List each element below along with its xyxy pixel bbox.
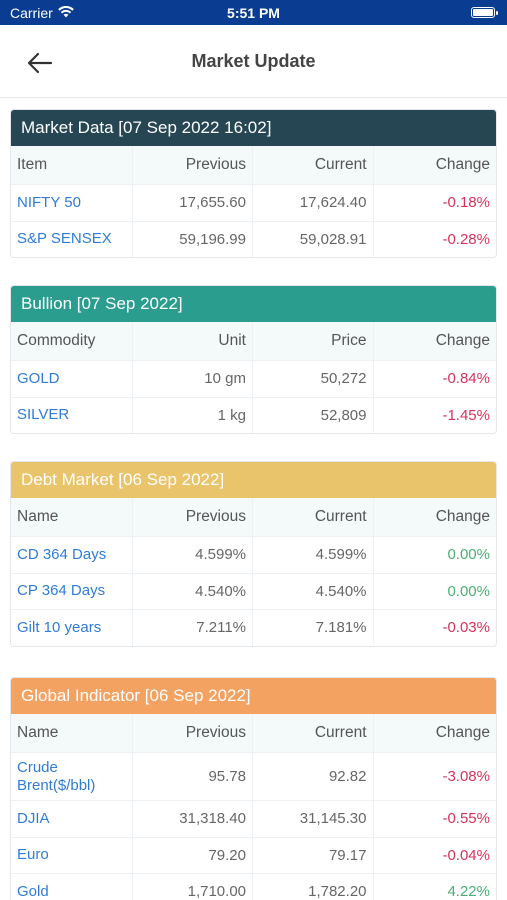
current-value: 1,782.20	[253, 874, 374, 900]
current-value: 59,028.91	[253, 221, 374, 257]
debt-market-title: Debt Market [06 Sep 2022]	[11, 462, 496, 498]
column-header: Commodity	[11, 322, 133, 360]
previous-value: 7.211%	[133, 610, 253, 646]
page-title: Market Update	[191, 50, 316, 71]
previous-value: 31,318.40	[133, 801, 253, 837]
back-button[interactable]	[26, 49, 54, 77]
table-row[interactable]: CP 364 Days 4.540% 4.540% 0.00%	[11, 572, 496, 609]
current-value: 7.181%	[253, 610, 374, 646]
current-value: 4.599%	[253, 537, 374, 573]
column-header: Price	[253, 322, 374, 360]
item-link[interactable]: Euro	[11, 837, 133, 873]
back-arrow-icon	[27, 52, 53, 74]
current-value: 92.82	[253, 753, 374, 800]
item-link[interactable]: CP 364 Days	[11, 573, 133, 609]
change-value: -0.28%	[442, 230, 490, 248]
table-row[interactable]: Gold 1,710.00 1,782.20 4.22%	[11, 873, 496, 900]
global-indicator-card: Global Indicator [06 Sep 2022] Name Prev…	[10, 677, 497, 900]
debt-market-card: Debt Market [06 Sep 2022] Name Previous …	[10, 461, 497, 647]
battery-icon	[471, 7, 498, 18]
market-data-card: Market Data [07 Sep 2022 16:02] Item Pre…	[10, 109, 497, 258]
item-link[interactable]: Gilt 10 years	[11, 610, 133, 646]
price-value: 52,809	[253, 397, 374, 433]
table-row[interactable]: DJIA 31,318.40 31,145.30 -0.55%	[11, 800, 496, 837]
table-row[interactable]: Crude Brent($/bbl) 95.78 92.82 -3.08%	[11, 752, 496, 800]
bullion-title: Bullion [07 Sep 2022]	[11, 286, 496, 322]
table-row[interactable]: S&P SENSEX 59,196.99 59,028.91 -0.28%	[11, 220, 496, 257]
column-header: Current	[253, 146, 374, 184]
table-header: Item Previous Current Change	[11, 146, 496, 184]
table-row[interactable]: NIFTY 50 17,655.60 17,624.40 -0.18%	[11, 184, 496, 221]
unit-value: 10 gm	[133, 361, 253, 397]
column-header: Change	[435, 508, 490, 525]
previous-value: 95.78	[133, 753, 253, 800]
table-row[interactable]: SILVER 1 kg 52,809 -1.45%	[11, 396, 496, 433]
current-value: 79.17	[253, 837, 374, 873]
change-value: -0.84%	[442, 370, 490, 388]
previous-value: 4.540%	[133, 573, 253, 609]
item-link[interactable]: S&P SENSEX	[11, 221, 133, 257]
table-header: Name Previous Current Change	[11, 498, 496, 536]
column-header: Change	[435, 724, 490, 741]
previous-value: 79.20	[133, 837, 253, 873]
wifi-icon	[57, 5, 74, 21]
previous-value: 59,196.99	[133, 221, 253, 257]
table-row[interactable]: Gilt 10 years 7.211% 7.181% -0.03%	[11, 609, 496, 646]
column-header: Previous	[133, 714, 253, 752]
column-header: Item	[11, 146, 133, 184]
item-link[interactable]: GOLD	[11, 361, 133, 397]
change-value: -1.45%	[442, 406, 490, 424]
app-header: Market Update	[0, 25, 507, 98]
column-header: Change	[435, 332, 490, 349]
column-header: Current	[253, 498, 374, 536]
column-header: Current	[253, 714, 374, 752]
carrier-label: Carrier	[10, 4, 53, 21]
status-left: Carrier	[10, 5, 74, 21]
column-header: Previous	[133, 146, 253, 184]
current-value: 17,624.40	[253, 185, 374, 221]
item-link[interactable]: Crude Brent($/bbl)	[11, 753, 133, 800]
item-link[interactable]: Gold	[11, 874, 133, 900]
item-link[interactable]: SILVER	[11, 397, 133, 433]
change-value: -0.55%	[442, 810, 490, 828]
change-value: 4.22%	[447, 883, 490, 900]
table-header: Commodity Unit Price Change	[11, 322, 496, 360]
item-link[interactable]: DJIA	[11, 801, 133, 837]
bullion-card: Bullion [07 Sep 2022] Commodity Unit Pri…	[10, 285, 497, 434]
column-header: Previous	[133, 498, 253, 536]
column-header: Name	[11, 714, 133, 752]
change-value: -0.03%	[442, 619, 490, 637]
item-link[interactable]: CD 364 Days	[11, 537, 133, 573]
change-value: 0.00%	[447, 582, 490, 600]
status-bar: Carrier 5:51 PM	[0, 0, 507, 25]
column-header: Unit	[133, 322, 253, 360]
previous-value: 4.599%	[133, 537, 253, 573]
item-link[interactable]: NIFTY 50	[11, 185, 133, 221]
table-row[interactable]: GOLD 10 gm 50,272 -0.84%	[11, 360, 496, 397]
column-header: Change	[435, 156, 490, 173]
status-time: 5:51 PM	[227, 4, 280, 21]
table-row[interactable]: CD 364 Days 4.599% 4.599% 0.00%	[11, 536, 496, 573]
change-value: -0.18%	[442, 194, 490, 212]
previous-value: 1,710.00	[133, 874, 253, 900]
price-value: 50,272	[253, 361, 374, 397]
market-data-title: Market Data [07 Sep 2022 16:02]	[11, 110, 496, 146]
column-header: Name	[11, 498, 133, 536]
current-value: 31,145.30	[253, 801, 374, 837]
previous-value: 17,655.60	[133, 185, 253, 221]
change-value: -0.04%	[442, 846, 490, 864]
table-header: Name Previous Current Change	[11, 714, 496, 752]
global-indicator-title: Global Indicator [06 Sep 2022]	[11, 678, 496, 714]
unit-value: 1 kg	[133, 397, 253, 433]
current-value: 4.540%	[253, 573, 374, 609]
change-value: 0.00%	[447, 546, 490, 564]
change-value: -3.08%	[442, 768, 490, 785]
table-row[interactable]: Euro 79.20 79.17 -0.04%	[11, 836, 496, 873]
